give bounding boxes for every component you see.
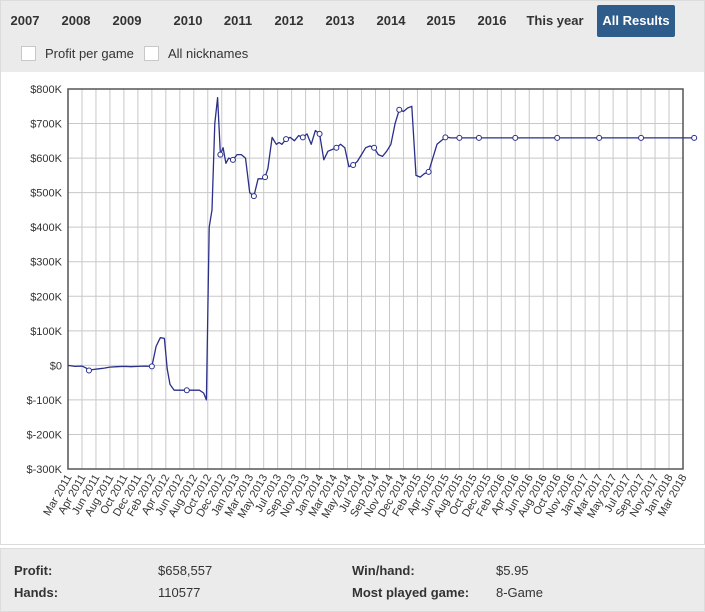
data-point <box>333 144 340 151</box>
most-played-game-value: 8-Game <box>496 585 543 600</box>
data-point <box>217 151 224 158</box>
tab-2010[interactable]: 2010 <box>173 13 203 28</box>
stats-panel: Profit: $658,557 Hands: 110577 Win/hand:… <box>0 548 705 612</box>
profit-value: $658,557 <box>158 563 213 578</box>
data-point <box>283 136 290 143</box>
data-point <box>638 134 645 141</box>
profit-per-game-label: Profit per game <box>45 46 134 61</box>
tab-2009[interactable]: 2009 <box>112 13 142 28</box>
most-played-game-label: Most played game: <box>352 585 470 600</box>
y-tick-label: $-300K <box>27 464 63 476</box>
y-tick-label: $700K <box>30 119 62 131</box>
data-point <box>425 168 432 175</box>
profit-per-game-option[interactable]: Profit per game <box>21 45 141 63</box>
data-point <box>183 387 190 394</box>
data-point <box>442 134 449 141</box>
profit-chart-svg: $-300K $-200K $-100K $0 $100K $200K $300K $400K… <box>27 84 698 520</box>
data-point <box>554 134 561 141</box>
year-tabs: 2007 2008 2009 2010 2011 2012 2013 2014 … <box>1 5 704 37</box>
data-point <box>475 134 482 141</box>
y-tick-label: $200K <box>30 291 62 303</box>
data-point <box>691 134 698 141</box>
y-tick-label: $100K <box>30 326 62 338</box>
y-tick-label: $-200K <box>27 429 63 441</box>
profit-per-game-checkbox[interactable] <box>21 46 36 61</box>
y-tick-label: $600K <box>30 153 62 165</box>
tab-2014[interactable]: 2014 <box>376 13 406 28</box>
y-tick-label: $0 <box>50 360 62 372</box>
hands-label: Hands: <box>14 585 59 600</box>
tab-2015[interactable]: 2015 <box>426 13 456 28</box>
tab-this-year[interactable]: This year <box>526 13 584 28</box>
tab-2008[interactable]: 2008 <box>61 13 91 28</box>
y-tick-label: $300K <box>30 257 62 269</box>
all-nicknames-checkbox[interactable] <box>144 46 159 61</box>
y-tick-label: $-100K <box>27 395 63 407</box>
data-point <box>396 106 403 113</box>
hands-value: 110577 <box>158 585 201 600</box>
profit-chart: $-300K $-200K $-100K $0 $100K $200K $300K $400K… <box>0 72 705 545</box>
data-point <box>512 134 519 141</box>
tab-all-results[interactable]: All Results <box>597 5 675 37</box>
filter-bar: 2007 2008 2009 2010 2011 2012 2013 2014 … <box>0 0 705 73</box>
plot-frame <box>67 88 684 470</box>
data-point <box>250 193 257 200</box>
data-point <box>148 363 155 370</box>
tab-2012[interactable]: 2012 <box>274 13 304 28</box>
tab-2007[interactable]: 2007 <box>10 13 40 28</box>
data-point <box>371 144 378 151</box>
y-tick-label: $400K <box>30 222 62 234</box>
data-point <box>316 130 323 137</box>
profit-label: Profit: <box>14 563 53 578</box>
data-point <box>262 174 269 181</box>
y-tick-label: $800K <box>30 84 62 96</box>
y-tick-label: $500K <box>30 188 62 200</box>
data-point <box>596 134 603 141</box>
win-hand-value: $5.95 <box>496 563 529 578</box>
data-point <box>456 134 463 141</box>
profit-line <box>67 96 695 401</box>
data-point <box>229 156 236 163</box>
all-nicknames-option[interactable]: All nicknames <box>144 45 264 63</box>
tab-2013[interactable]: 2013 <box>325 13 355 28</box>
tab-2016[interactable]: 2016 <box>477 13 507 28</box>
all-nicknames-label: All nicknames <box>168 46 249 61</box>
data-point <box>299 134 306 141</box>
win-hand-label: Win/hand: <box>352 563 415 578</box>
data-point <box>85 367 92 374</box>
data-point <box>350 162 357 168</box>
tab-2011[interactable]: 2011 <box>223 13 253 28</box>
